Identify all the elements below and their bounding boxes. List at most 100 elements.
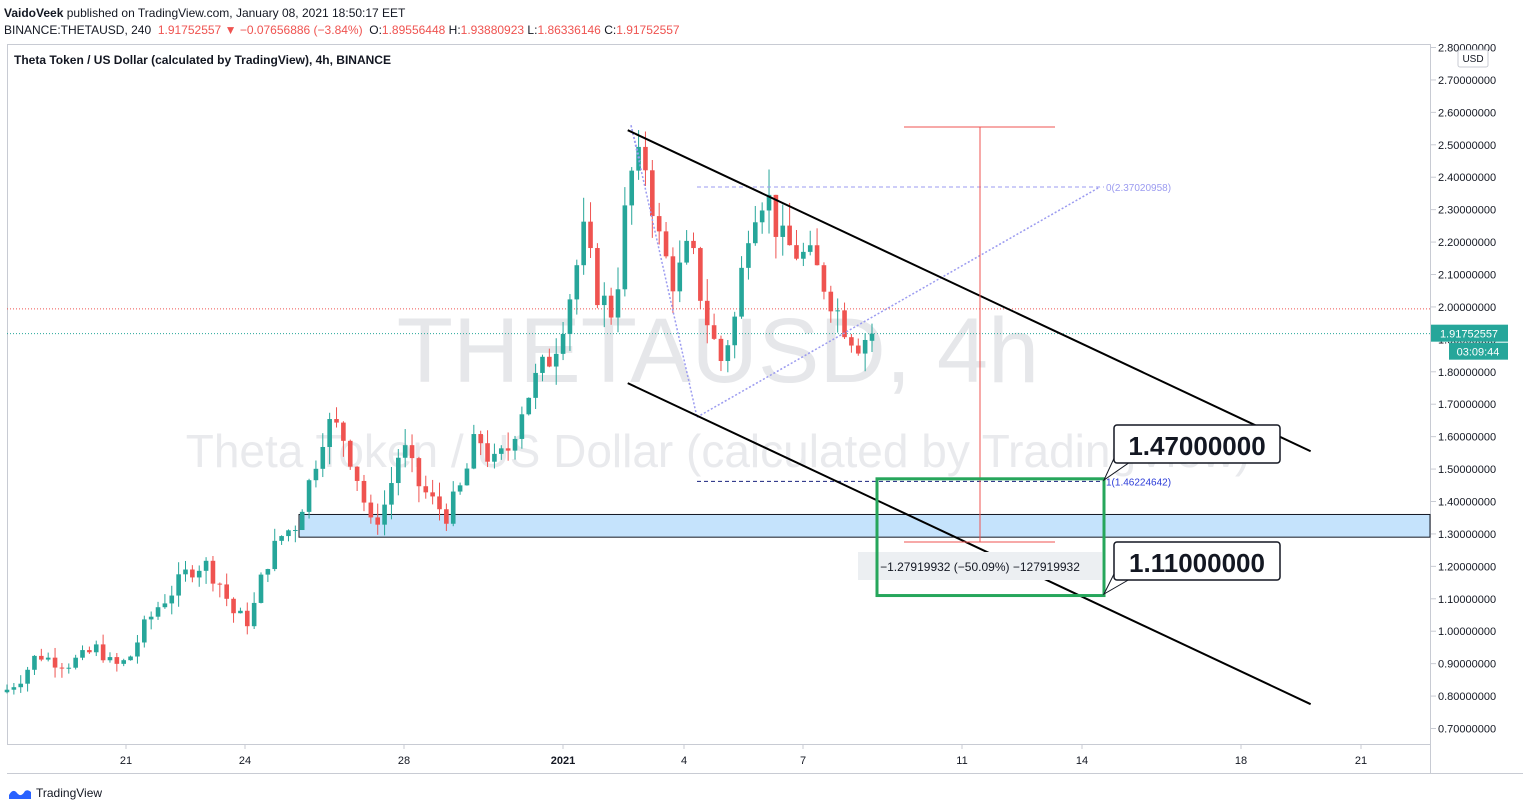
currency-badge[interactable] (1457, 49, 1489, 68)
candle-body (183, 569, 188, 575)
candle-body (375, 517, 381, 525)
author-name[interactable]: VaidoVeek (4, 6, 64, 20)
candle-body (430, 492, 435, 497)
candle-body (526, 397, 532, 415)
countdown-text: 03:09:44 (1457, 347, 1500, 359)
candle-body (553, 353, 559, 367)
candle-body (746, 243, 751, 268)
change-value: −0.07656886 (−3.84%) (239, 23, 363, 37)
price-tick-label: 1.50000000 (1438, 464, 1496, 476)
candle-body (286, 530, 291, 537)
watermark-name: Theta Token / US Dollar (calculated by T… (186, 425, 1251, 477)
callout-bottom-box (1113, 541, 1281, 581)
candle-body (265, 569, 271, 575)
candle-body (533, 372, 538, 398)
candle-body (608, 295, 614, 318)
candle-body (471, 434, 477, 469)
candle-body (492, 453, 497, 462)
candle-body (835, 310, 840, 312)
candle-body (787, 225, 792, 246)
open-value: 1.89556448 (381, 23, 446, 37)
price-axis[interactable]: 2.800000002.700000002.600000002.50000000… (1431, 43, 1496, 736)
price-tick-label: 0.90000000 (1438, 659, 1496, 671)
countdown-badge (1449, 342, 1508, 360)
candle-body (148, 616, 154, 620)
candle-body (306, 480, 312, 512)
channel-upper-line[interactable] (627, 129, 1312, 453)
fib-level-1-label: 1(1.46224642) (1106, 477, 1171, 488)
time-axis[interactable]: 21 24 28 2021 4 7 11 14 18 21 (120, 744, 1367, 767)
time-tick-label: 21 (120, 755, 132, 767)
tradingview-brand: TradingView (36, 786, 103, 800)
candle-body (643, 146, 648, 171)
candle-body (581, 221, 586, 266)
candle-body (416, 458, 422, 487)
callout-top[interactable]: 1.47000000 (1102, 424, 1281, 482)
candle-body (622, 205, 628, 290)
price-tick-label: 1.10000000 (1438, 594, 1496, 606)
support-band[interactable] (298, 513, 1431, 538)
tradingview-icon (9, 790, 31, 799)
candle-body (732, 316, 737, 346)
price-tick-label: 1.30000000 (1438, 529, 1496, 541)
candle-body (677, 262, 683, 292)
fib-extension[interactable]: 0(2.37020958) 1(1.46224642) (630, 125, 1171, 488)
channel-lower-line[interactable] (627, 382, 1312, 706)
measure-label: −1.27919932 (−50.09%) −127919932 (880, 560, 1080, 574)
target-zone-box[interactable] (875, 477, 1106, 598)
candle-body (423, 486, 429, 493)
candle-body (444, 509, 449, 524)
close-value: 1.91752557 (616, 23, 680, 37)
candle-body (293, 530, 298, 532)
candle-body (11, 687, 17, 690)
candle-body (299, 511, 305, 531)
candle-body (169, 595, 175, 604)
price-range-measure[interactable]: −1.27919932 (−50.09%) −127919932 (858, 126, 1102, 580)
candle-body (258, 574, 264, 603)
time-tick-label: 4 (681, 755, 687, 767)
time-tick-label: 24 (239, 755, 251, 767)
tradingview-logo[interactable]: TradingView (8, 786, 102, 800)
candle-body (100, 644, 106, 661)
price-tick-label: 2.10000000 (1438, 270, 1496, 282)
candle-body (128, 656, 133, 661)
price-tick-label: 2.50000000 (1438, 140, 1496, 152)
candle-body (210, 560, 216, 584)
open-label: O: (369, 23, 382, 37)
change-arrow-icon: ▼ (224, 23, 237, 37)
high-value: 1.93880923 (460, 23, 525, 37)
candle-body (244, 610, 250, 627)
price-tick-label: 2.40000000 (1438, 172, 1496, 184)
callout-bottom[interactable]: 1.11000000 (1102, 541, 1281, 596)
candle-body (279, 536, 284, 541)
candle-body (66, 667, 72, 669)
candle-body (656, 216, 662, 232)
candle-body (396, 457, 401, 484)
candle-body (121, 660, 127, 664)
candle-body (402, 445, 408, 458)
candle-body (636, 146, 641, 171)
candle-body (814, 245, 820, 266)
candle-body (80, 650, 85, 658)
candlestick-series (4, 130, 875, 695)
candle-body (361, 480, 367, 503)
candle-body (828, 291, 834, 312)
candle-body (780, 225, 786, 237)
candle-body (93, 644, 99, 653)
candle-body (595, 248, 600, 306)
candle-body (684, 240, 689, 263)
candle-body (327, 419, 332, 447)
candle-body (485, 443, 490, 462)
candle-body (766, 194, 772, 211)
candle-body (588, 221, 593, 249)
footer: TradingView (0, 778, 1523, 811)
candle-body (59, 667, 65, 669)
last-price-badge-text: 1.91752557 (1440, 329, 1498, 341)
candle-body (107, 657, 113, 661)
candle-body (478, 434, 483, 444)
candle-body (457, 485, 463, 492)
price-tick-label: 1.20000000 (1438, 561, 1496, 573)
watermark-symbol: THETAUSD, 4h (397, 300, 1039, 402)
candle-body (341, 422, 346, 441)
